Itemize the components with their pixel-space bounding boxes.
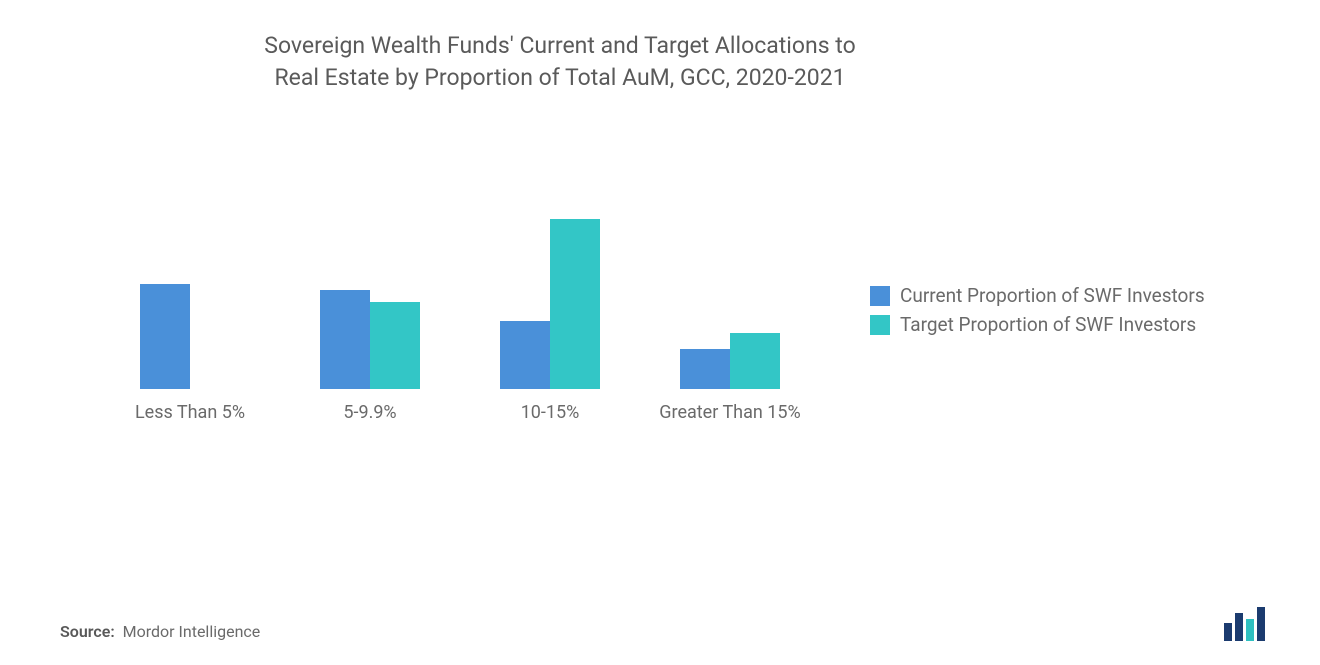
bar-group: Less Than 5% [100, 119, 280, 424]
legend-item: Target Proportion of SWF Investors [870, 313, 1205, 336]
legend-item: Current Proportion of SWF Investors [870, 284, 1205, 307]
source-attribution: Source: Mordor Intelligence [60, 622, 260, 641]
bar-group: 5-9.9% [280, 119, 460, 424]
bar [320, 290, 370, 389]
mordor-logo [1220, 603, 1280, 647]
legend-swatch [870, 315, 890, 335]
bar-pair [320, 119, 420, 389]
bar [680, 349, 730, 389]
bar [500, 321, 550, 389]
bar-pair [680, 119, 780, 389]
bar [140, 284, 190, 389]
mordor-logo-icon [1220, 603, 1280, 643]
source-text: Mordor Intelligence [123, 622, 261, 641]
bars-row: Less Than 5% 5-9.9% 10-15% Greater Than 15% [70, 154, 830, 424]
x-axis-label: Less Than 5% [105, 401, 275, 424]
x-axis-label: 5-9.9% [285, 401, 455, 424]
chart-container: Sovereign Wealth Funds' Current and Targ… [0, 0, 1320, 665]
source-label: Source: [60, 622, 115, 641]
legend-label: Current Proportion of SWF Investors [900, 284, 1205, 307]
bar [730, 333, 780, 389]
legend: Current Proportion of SWF Investors Targe… [870, 284, 1205, 342]
x-axis-label: 10-15% [465, 401, 635, 424]
chart-plot-area: Less Than 5% 5-9.9% 10-15% Greater Than 15% [70, 154, 830, 484]
chart-main-row: Less Than 5% 5-9.9% 10-15% Greater Than 15%… [60, 154, 1260, 484]
bar-group: 10-15% [460, 119, 640, 424]
legend-label: Target Proportion of SWF Investors [900, 313, 1196, 336]
chart-title: Sovereign Wealth Funds' Current and Targ… [240, 30, 880, 94]
bar [370, 302, 420, 389]
bar [550, 219, 600, 389]
bar-pair [500, 119, 600, 389]
x-axis-label: Greater Than 15% [645, 401, 815, 424]
bar-pair [140, 119, 240, 389]
legend-swatch [870, 286, 890, 306]
bar-group: Greater Than 15% [640, 119, 820, 424]
